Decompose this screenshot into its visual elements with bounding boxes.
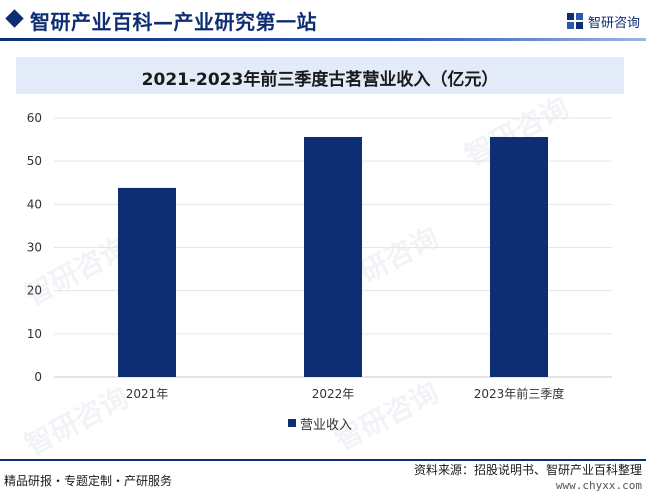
y-tick-label: 20 — [27, 284, 42, 298]
diamond-icon — [5, 9, 24, 28]
website-url: www.chyxx.com — [555, 479, 642, 492]
x-tick-label: 2023年前三季度 — [474, 386, 565, 401]
brand: 智研咨询 — [566, 11, 640, 31]
x-tick-label: 2021年 — [126, 387, 169, 401]
brand-name: 智研咨询 — [587, 15, 640, 31]
chart-title: 2021-2023年前三季度古茗营业收入（亿元） — [141, 70, 499, 90]
bar — [118, 187, 176, 377]
page-header: 智研产业百科—产业研究第一站 智研咨询 — [0, 0, 646, 41]
y-tick-label: 30 — [27, 241, 42, 255]
chart-title-band: 2021-2023年前三季度古茗营业收入（亿元） — [16, 57, 624, 94]
footer-rule — [0, 459, 646, 461]
y-tick-label: 0 — [34, 370, 42, 384]
y-tick-label: 60 — [27, 111, 42, 125]
x-tick-label: 2022年 — [312, 387, 355, 401]
y-tick-label: 40 — [27, 197, 42, 211]
legend-swatch — [288, 419, 296, 427]
bar-chart: 0 10 20 30 40 50 60 2021年 2022年 2023年前三季度 — [27, 111, 612, 401]
bar — [490, 136, 548, 377]
y-tick-label: 50 — [27, 154, 42, 168]
brand-logo-icon — [566, 13, 583, 29]
bar — [304, 136, 362, 377]
y-tick-label: 10 — [27, 327, 42, 341]
legend-label: 营业收入 — [300, 417, 353, 433]
legend: 营业收入 — [288, 414, 353, 433]
data-source: 资料来源：招股说明书、智研产业百科整理 — [413, 463, 642, 477]
header-rule — [0, 38, 646, 41]
page-title: 智研产业百科—产业研究第一站 — [30, 10, 317, 34]
footer-tagline: 精品研报・专题定制・产研服务 — [4, 474, 173, 488]
